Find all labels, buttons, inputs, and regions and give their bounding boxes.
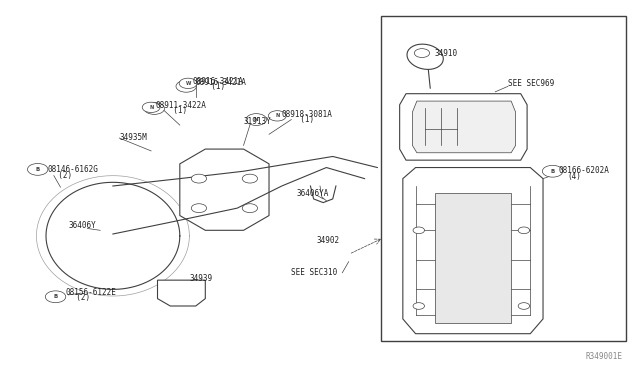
Text: 08916-3421A: 08916-3421A — [196, 78, 246, 87]
Text: 08911-3422A: 08911-3422A — [156, 102, 207, 110]
Text: B: B — [53, 294, 58, 299]
Text: SEE SEC969: SEE SEC969 — [508, 79, 554, 88]
Text: B: B — [550, 169, 555, 174]
Circle shape — [243, 204, 257, 212]
Circle shape — [518, 303, 530, 310]
Text: 34939: 34939 — [189, 274, 212, 283]
Text: N: N — [149, 105, 153, 110]
Circle shape — [246, 113, 266, 125]
Circle shape — [542, 165, 563, 177]
Polygon shape — [435, 193, 511, 323]
Text: W: W — [183, 84, 189, 89]
Text: (1): (1) — [291, 115, 314, 124]
Text: 31913Y: 31913Y — [244, 117, 271, 126]
Text: 08918-3081A: 08918-3081A — [282, 110, 333, 119]
Text: N: N — [254, 117, 259, 122]
Text: W: W — [186, 81, 191, 86]
Text: 08166-6202A: 08166-6202A — [559, 166, 610, 175]
Circle shape — [45, 291, 66, 303]
Text: 34910: 34910 — [435, 49, 458, 58]
Polygon shape — [412, 101, 516, 153]
Ellipse shape — [407, 44, 444, 70]
Text: SEE SEC310: SEE SEC310 — [291, 267, 337, 277]
Circle shape — [176, 80, 196, 92]
Text: (2): (2) — [67, 293, 90, 302]
Polygon shape — [157, 280, 205, 306]
Text: B: B — [36, 167, 40, 172]
FancyBboxPatch shape — [381, 16, 626, 341]
Circle shape — [413, 303, 424, 310]
Text: 08156-6122E: 08156-6122E — [65, 288, 116, 297]
Circle shape — [243, 174, 257, 183]
Text: 36406YA: 36406YA — [296, 189, 329, 198]
Text: N: N — [275, 113, 280, 118]
Text: 36406Y: 36406Y — [68, 221, 96, 231]
Text: 08916-3421A: 08916-3421A — [193, 77, 243, 86]
Circle shape — [268, 111, 286, 121]
Polygon shape — [399, 94, 527, 160]
Circle shape — [518, 227, 530, 234]
Text: 34902: 34902 — [317, 236, 340, 245]
Text: (2): (2) — [49, 171, 72, 180]
Circle shape — [191, 204, 207, 212]
Polygon shape — [403, 167, 543, 334]
Text: (4): (4) — [567, 171, 581, 181]
Text: 08146-6162G: 08146-6162G — [48, 165, 99, 174]
Circle shape — [179, 78, 197, 89]
Text: 34935M: 34935M — [119, 133, 147, 142]
Circle shape — [28, 163, 48, 175]
Text: N: N — [152, 106, 157, 111]
Circle shape — [414, 49, 429, 58]
Polygon shape — [180, 149, 269, 230]
Text: (1): (1) — [202, 82, 225, 91]
Circle shape — [142, 102, 160, 112]
Circle shape — [191, 174, 207, 183]
Text: R349001E: R349001E — [586, 352, 623, 361]
Circle shape — [144, 103, 164, 114]
Circle shape — [413, 227, 424, 234]
Text: (1): (1) — [164, 106, 187, 115]
